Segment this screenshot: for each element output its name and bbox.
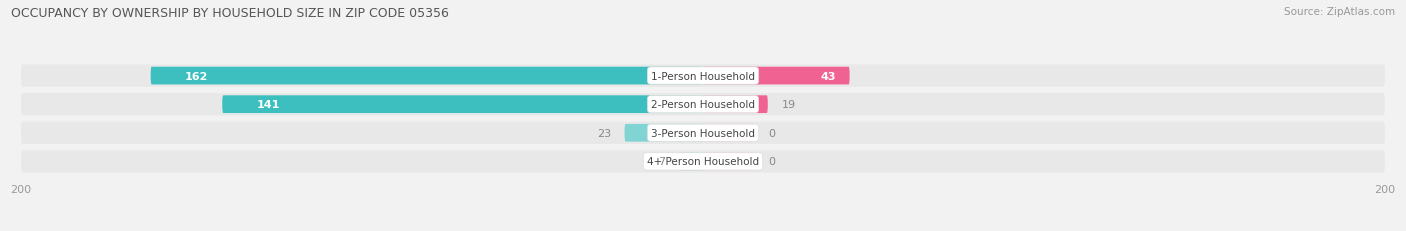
FancyBboxPatch shape [703,96,768,114]
Text: Source: ZipAtlas.com: Source: ZipAtlas.com [1284,7,1395,17]
Text: 162: 162 [184,71,208,81]
FancyBboxPatch shape [679,153,703,170]
Text: 0: 0 [768,128,775,138]
Text: 19: 19 [782,100,796,110]
Text: 141: 141 [256,100,280,110]
Text: 2-Person Household: 2-Person Household [651,100,755,110]
FancyBboxPatch shape [21,65,1385,87]
Text: 3-Person Household: 3-Person Household [651,128,755,138]
FancyBboxPatch shape [703,67,849,85]
FancyBboxPatch shape [222,96,703,114]
FancyBboxPatch shape [150,67,703,85]
FancyBboxPatch shape [21,94,1385,116]
FancyBboxPatch shape [703,153,754,170]
FancyBboxPatch shape [624,124,703,142]
FancyBboxPatch shape [703,124,754,142]
Text: 7: 7 [658,157,665,167]
Text: 1-Person Household: 1-Person Household [651,71,755,81]
Text: 43: 43 [821,71,837,81]
FancyBboxPatch shape [21,122,1385,144]
Text: 4+ Person Household: 4+ Person Household [647,157,759,167]
Text: 0: 0 [768,157,775,167]
FancyBboxPatch shape [21,151,1385,173]
Text: 23: 23 [596,128,612,138]
Text: OCCUPANCY BY OWNERSHIP BY HOUSEHOLD SIZE IN ZIP CODE 05356: OCCUPANCY BY OWNERSHIP BY HOUSEHOLD SIZE… [11,7,449,20]
